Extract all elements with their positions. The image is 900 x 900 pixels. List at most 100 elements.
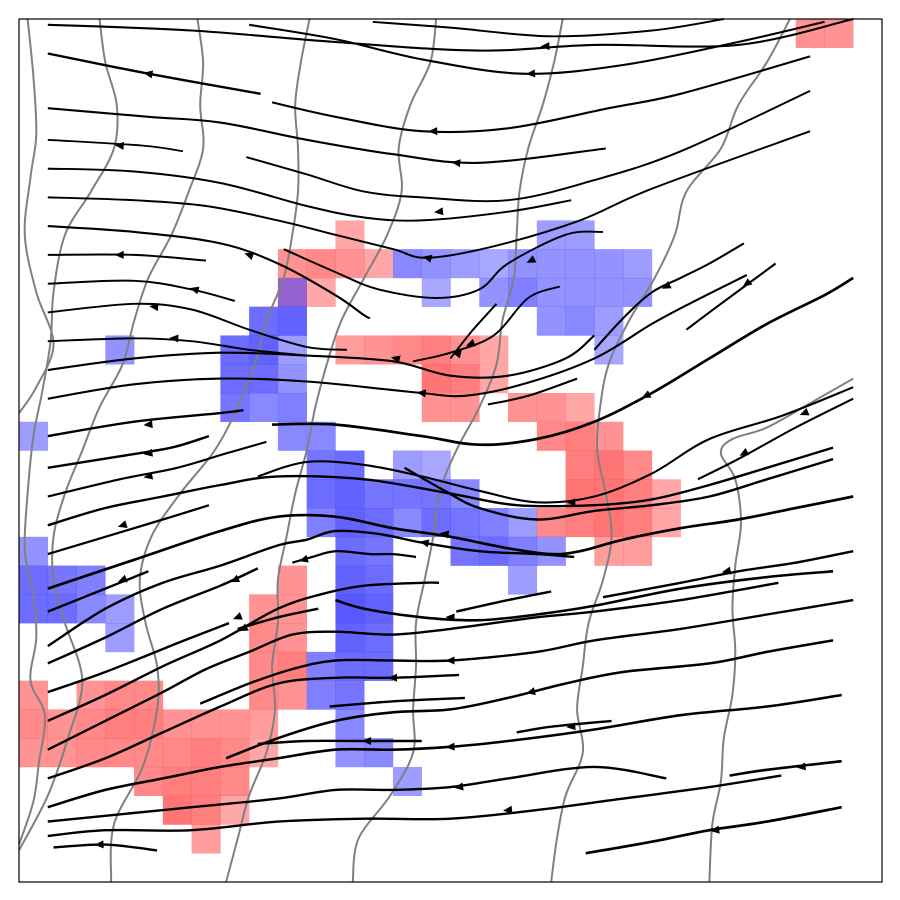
streamline-arrow bbox=[641, 390, 652, 399]
streamline-arrow bbox=[143, 471, 154, 480]
positive-cell bbox=[162, 766, 192, 796]
streamline bbox=[697, 397, 854, 481]
streamline bbox=[248, 20, 825, 75]
streamline bbox=[47, 138, 184, 153]
streamline bbox=[487, 377, 578, 406]
streamline bbox=[199, 598, 854, 705]
negative-cell bbox=[536, 249, 566, 279]
negative-cell bbox=[594, 306, 624, 336]
streamline bbox=[47, 302, 347, 351]
positive-cell bbox=[220, 766, 250, 796]
streamline-arrow bbox=[540, 42, 550, 51]
streamline bbox=[47, 621, 230, 694]
streamline-arrow bbox=[419, 539, 430, 548]
contour-line bbox=[109, 18, 311, 883]
positive-cell bbox=[105, 680, 135, 710]
streamline bbox=[47, 337, 307, 357]
streamline-arrow bbox=[169, 334, 179, 343]
streamline-arrow bbox=[114, 250, 124, 259]
streamline-arrow bbox=[428, 127, 438, 136]
streamline bbox=[47, 581, 779, 751]
negative-cell bbox=[249, 392, 279, 423]
streamline-arrow bbox=[117, 520, 128, 528]
streamline-arrow bbox=[454, 782, 464, 791]
positive-cell bbox=[306, 249, 336, 279]
streamline bbox=[47, 529, 575, 648]
positive-cell bbox=[364, 249, 394, 279]
streamline bbox=[47, 130, 811, 259]
streamline-arrow bbox=[244, 252, 255, 260]
positive-cell bbox=[824, 19, 854, 49]
positive-cell bbox=[536, 508, 566, 538]
streamline-arrow bbox=[114, 141, 124, 150]
streamline bbox=[47, 774, 782, 838]
streamline-arrow bbox=[445, 613, 455, 622]
streamline-arrow bbox=[445, 742, 455, 751]
streamline-arrow bbox=[799, 407, 810, 416]
negative-cell bbox=[335, 709, 365, 739]
streamline bbox=[47, 167, 572, 222]
positive-cell bbox=[565, 392, 595, 423]
negative-cell bbox=[565, 277, 595, 307]
positive-cell bbox=[277, 565, 307, 595]
streamline-arrow bbox=[232, 612, 243, 620]
streamline bbox=[456, 590, 552, 613]
negative-cell bbox=[335, 479, 365, 509]
streamline bbox=[47, 765, 667, 823]
negative-cell bbox=[364, 565, 394, 595]
negative-cell bbox=[306, 450, 336, 480]
contour-line bbox=[708, 377, 854, 883]
streamline-arrow bbox=[742, 278, 753, 287]
negative-cell bbox=[565, 249, 595, 279]
positive-cell bbox=[191, 709, 221, 739]
negative-cell bbox=[594, 277, 624, 307]
streamline bbox=[53, 843, 158, 852]
positive-cell bbox=[191, 738, 221, 768]
negative-cell bbox=[594, 249, 624, 279]
streamline-arrow bbox=[416, 389, 427, 398]
streamline bbox=[47, 581, 440, 722]
streamline-arrow bbox=[149, 303, 159, 312]
streamline-arrow bbox=[526, 69, 536, 78]
streamline-arrow bbox=[453, 348, 463, 359]
positive-cell bbox=[19, 738, 49, 768]
streamline-arrow bbox=[721, 566, 732, 575]
streamline bbox=[47, 274, 748, 400]
streamline bbox=[335, 570, 834, 622]
streamline bbox=[246, 90, 811, 203]
streamline-arrow bbox=[526, 255, 537, 263]
streamline-arrow bbox=[526, 687, 536, 696]
negative-cell bbox=[19, 536, 49, 566]
streamline bbox=[372, 18, 724, 38]
streamline-arrow bbox=[439, 530, 450, 539]
negative-cell bbox=[421, 277, 451, 307]
streamline-arrow bbox=[451, 159, 461, 168]
streamline-arrow bbox=[362, 737, 372, 745]
streamline-arrow bbox=[566, 722, 576, 731]
positive-cell bbox=[623, 536, 653, 566]
negative-cell bbox=[364, 479, 394, 509]
streamline bbox=[47, 570, 149, 613]
positive-cell bbox=[335, 220, 365, 250]
positive-cell bbox=[19, 680, 49, 710]
positive-cell bbox=[220, 709, 250, 739]
positive-cell bbox=[450, 392, 480, 423]
negative-cell bbox=[105, 623, 135, 653]
positive-cell bbox=[450, 364, 480, 394]
positive-cell bbox=[277, 680, 307, 710]
streamline-arrow bbox=[434, 207, 444, 216]
negative-cell bbox=[306, 680, 336, 710]
negative-cell bbox=[335, 651, 365, 681]
positive-cell bbox=[421, 364, 451, 394]
streamline bbox=[403, 457, 834, 521]
streamline-arrow bbox=[94, 840, 104, 849]
streamline-arrow bbox=[422, 254, 433, 263]
positive-cell bbox=[421, 392, 451, 423]
streamline-arrow bbox=[388, 673, 397, 682]
negative-cell bbox=[450, 508, 480, 538]
streamline-arrow bbox=[298, 554, 309, 563]
streamline-arrow bbox=[465, 338, 476, 347]
streamline bbox=[47, 434, 210, 469]
streamline bbox=[329, 696, 465, 708]
